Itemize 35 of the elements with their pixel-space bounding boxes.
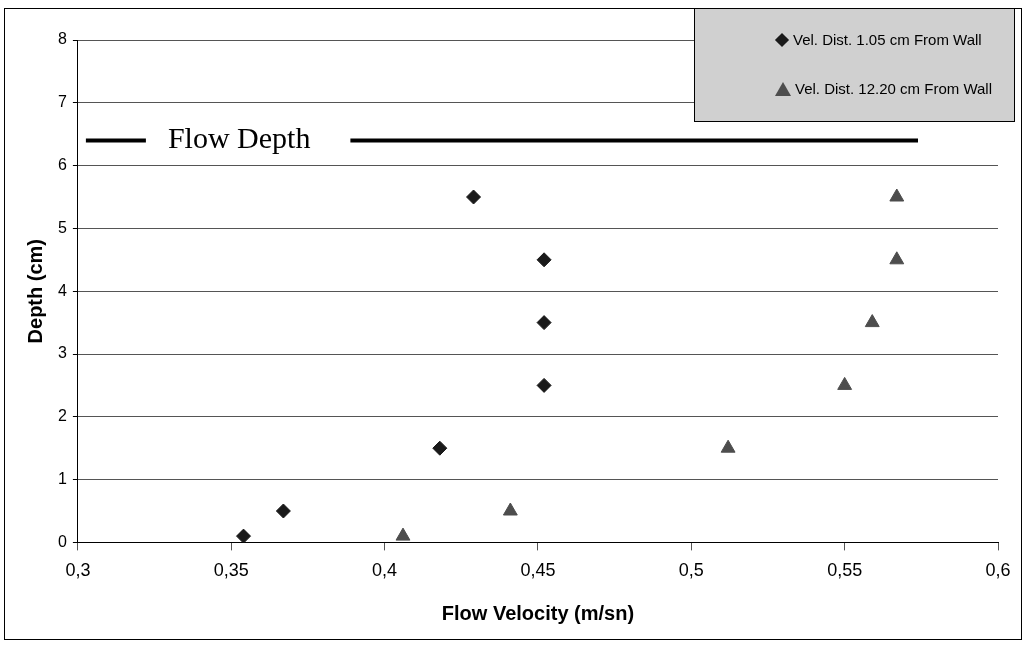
point — [395, 527, 411, 541]
point — [536, 377, 552, 393]
ref-line-label: Flow Depth — [167, 121, 311, 155]
point — [837, 376, 853, 390]
y-axis-title: Depth (cm) — [23, 238, 46, 344]
point — [720, 439, 736, 453]
point — [889, 251, 905, 265]
legend-label: Vel. Dist. 1.05 cm From Wall — [793, 31, 982, 48]
point — [889, 188, 905, 202]
y-tick-label: 2 — [57, 407, 67, 425]
point — [275, 503, 291, 519]
point — [236, 528, 252, 543]
y-tick-label: 4 — [57, 281, 67, 299]
y-tick-label: 6 — [57, 156, 67, 174]
y-tick-label: 5 — [57, 218, 67, 236]
x-tick-label: 0,4 — [372, 560, 398, 581]
y-tick-label: 8 — [57, 30, 67, 48]
x-tick-label: 0,5 — [678, 560, 704, 581]
point — [502, 502, 518, 516]
legend-label: Vel. Dist. 12.20 cm From Wall — [795, 80, 992, 97]
point — [466, 189, 482, 205]
x-tick-label: 0,55 — [827, 560, 863, 581]
x-tick-label: 0,35 — [213, 560, 249, 581]
x-axis-title: Flow Velocity (m/sn) — [441, 601, 635, 624]
point — [864, 314, 880, 328]
point — [536, 252, 552, 268]
point — [536, 315, 552, 331]
point — [432, 440, 448, 456]
y-tick-label: 1 — [57, 470, 67, 488]
x-tick-label: 0,6 — [985, 560, 1011, 581]
x-tick-label: 0,3 — [65, 560, 91, 581]
y-tick-label: 7 — [57, 93, 67, 111]
y-tick-label: 0 — [57, 532, 67, 550]
x-tick-label: 0,45 — [520, 560, 556, 581]
y-tick-label: 3 — [57, 344, 67, 362]
